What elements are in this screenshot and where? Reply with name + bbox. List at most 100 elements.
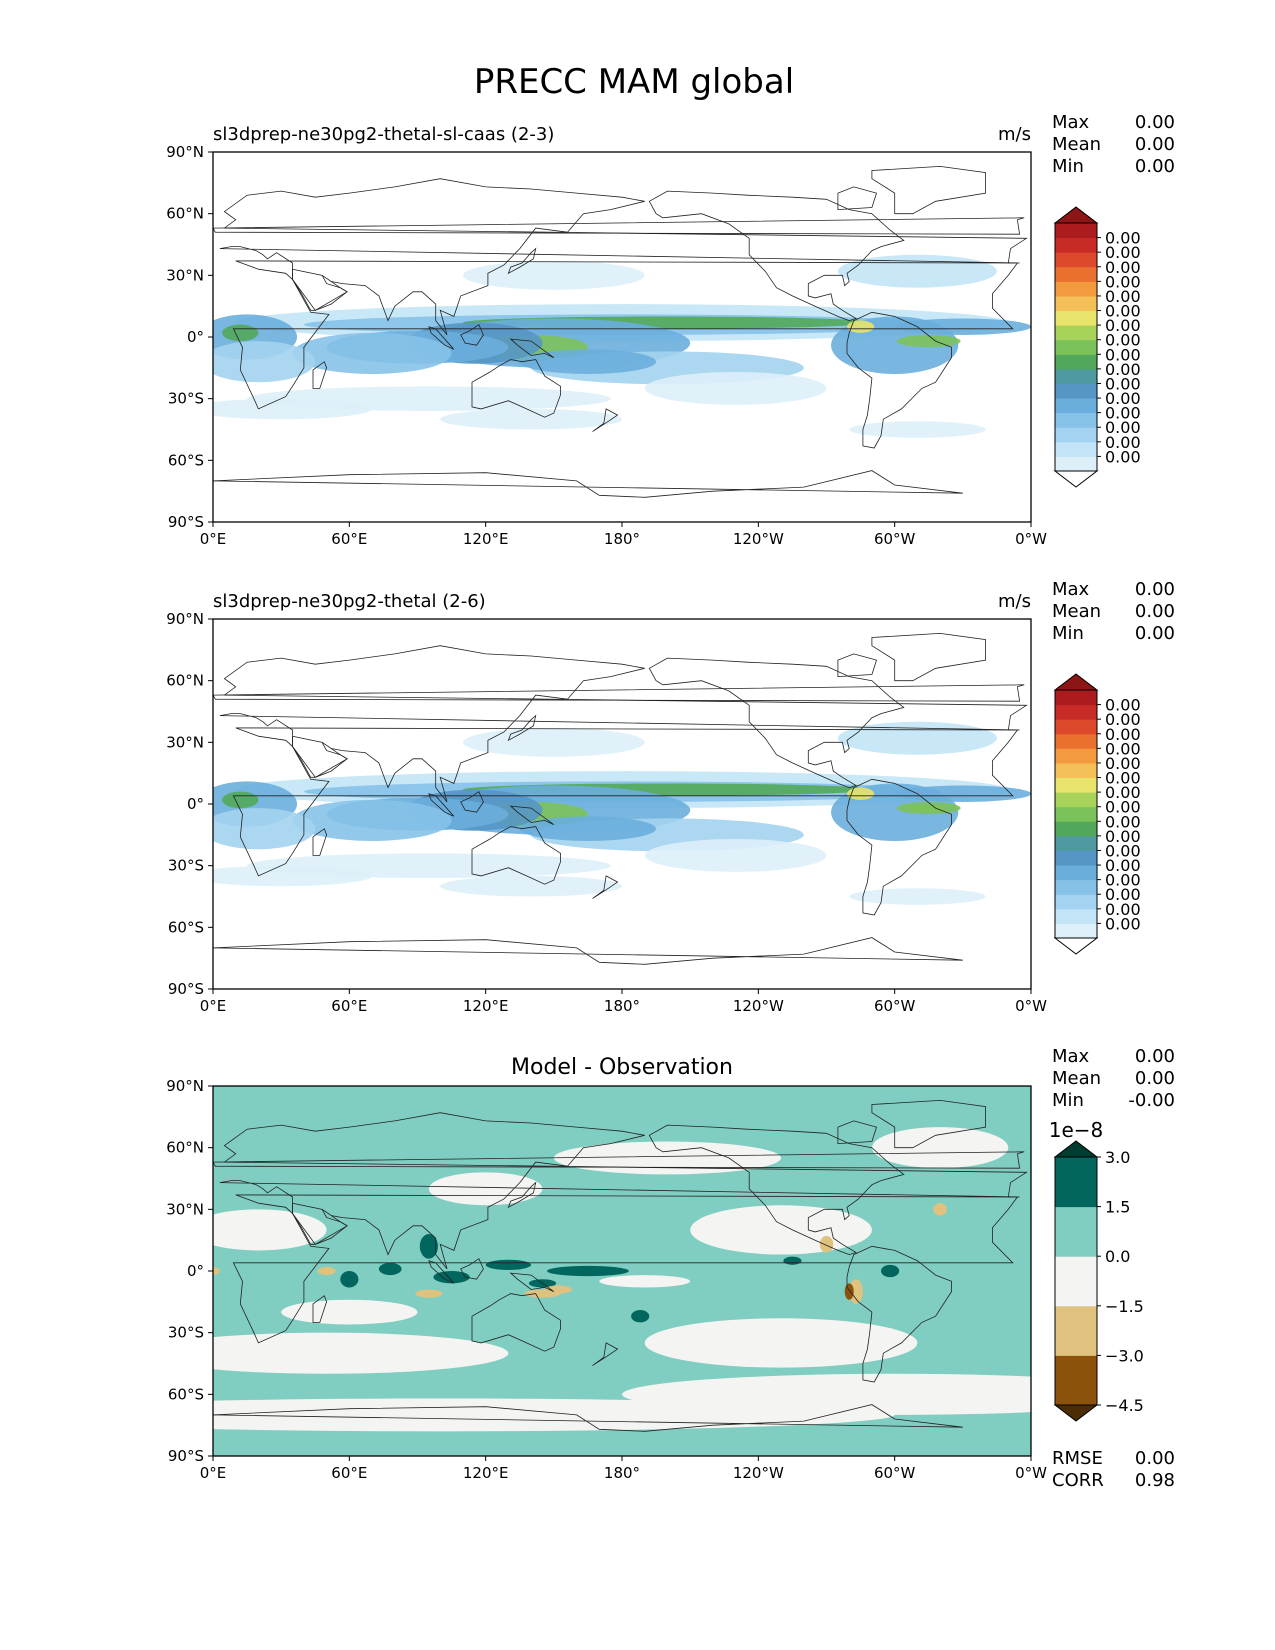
panel-1: 0°E 60°E 120°E 180° 120°W 60°W 0°W 90°N 60°N 30°N…	[166, 112, 1175, 548]
coastline	[292, 1202, 348, 1245]
diff-contour	[317, 1266, 336, 1276]
stat-label: Max	[1052, 112, 1090, 133]
units-label: m/s	[998, 124, 1031, 145]
colorbar-tick-label: 0.00	[1105, 360, 1141, 379]
diff-contour	[340, 1271, 359, 1288]
colorbar-segment	[1055, 354, 1097, 370]
bottom-stat-value: 0.98	[1135, 1470, 1175, 1491]
coastline	[213, 937, 963, 989]
colorbar-segment	[1055, 1157, 1097, 1208]
colorbar-offset-label: 1e−8	[1049, 1118, 1104, 1142]
colorbar-segment	[1055, 777, 1097, 793]
stat-value: 0.00	[1135, 156, 1175, 177]
precip-contour	[440, 875, 622, 897]
colorbar-segment	[1055, 748, 1097, 764]
colorbar-tick-label: 0.00	[1105, 841, 1141, 860]
colorbar-tick-label: −4.5	[1105, 1396, 1144, 1415]
precip-contour	[213, 808, 316, 850]
coastline	[219, 645, 1028, 803]
precip-contour	[213, 398, 373, 420]
x-tick-label: 0°W	[1015, 997, 1047, 1015]
colorbar-segment	[1055, 295, 1097, 312]
units-label: m/s	[998, 591, 1031, 612]
panels: 0°E 60°E 120°E 180° 120°W 60°W 0°W 90°N 60°N 30°N…	[166, 112, 1175, 1491]
colorbar-tick-label: 0.00	[1105, 739, 1141, 758]
y-tick-label: 30°N	[166, 1200, 204, 1218]
colorbar-segment	[1055, 762, 1097, 779]
colorbar-tick-label: 0.00	[1105, 243, 1141, 262]
x-tick-label: 60°E	[331, 997, 367, 1015]
precip-contour	[896, 334, 961, 348]
x-tick-label: 120°E	[463, 997, 509, 1015]
x-tick-label: 180°	[604, 530, 640, 548]
bottom-stat-value: 0.00	[1135, 1448, 1175, 1469]
coastline	[292, 735, 348, 778]
bottom-stat-label: RMSE	[1052, 1448, 1103, 1469]
colorbar-segment	[1055, 821, 1097, 837]
coastline	[846, 1245, 952, 1383]
coastline	[213, 684, 1025, 702]
colorbar-frame	[1054, 222, 1098, 472]
x-tick-label: 0°W	[1015, 530, 1047, 548]
precip-contour	[292, 332, 452, 375]
precip-contour	[519, 816, 657, 842]
y-tick-label: 90°N	[166, 610, 204, 628]
colorbar-tick-label: 0.00	[1105, 812, 1141, 831]
colorbar-tick-label: 0.00	[1105, 433, 1141, 452]
coastline	[509, 1272, 555, 1292]
precip-contour	[849, 888, 986, 905]
precip-contour	[849, 421, 986, 438]
colorbar-segment	[1055, 266, 1097, 282]
map-field	[213, 632, 1031, 989]
colorbar-segment	[1055, 427, 1097, 443]
x-tick-label: 60°W	[874, 1464, 916, 1482]
coastline	[471, 826, 561, 885]
panel-3: 0°E 60°E 120°E 180° 120°W 60°W 0°W 90°N 60°N 30°N…	[166, 1046, 1175, 1491]
colorbar-segment	[1055, 865, 1097, 881]
y-tick-label: 90°N	[166, 1077, 204, 1095]
colorbar-segment	[1055, 368, 1097, 384]
colorbar-tick-label: 0.00	[1105, 856, 1141, 875]
colorbar-tick-label: 0.00	[1105, 374, 1141, 393]
coastline	[428, 326, 455, 350]
colorbar-segment	[1055, 704, 1097, 720]
y-tick-label: 60°N	[166, 672, 204, 690]
y-tick-label: 90°S	[168, 1447, 204, 1465]
map-field	[213, 165, 1031, 522]
stat-value: -0.00	[1128, 1090, 1175, 1111]
panel-title: sl3dprep-ne30pg2-thetal (2-6)	[213, 591, 486, 612]
x-tick-label: 180°	[604, 1464, 640, 1482]
precip-contour	[213, 341, 316, 383]
colorbar-tick-label: 0.00	[1105, 783, 1141, 802]
diff-contour	[485, 1259, 532, 1270]
coastline	[846, 311, 952, 449]
stat-value: 0.00	[1135, 623, 1175, 644]
panel-title: Model - Observation	[511, 1055, 733, 1080]
diff-contour	[544, 1285, 573, 1294]
colorbar-tick-label: 0.00	[1105, 871, 1141, 890]
coastline	[232, 727, 1019, 877]
coastline	[460, 1258, 484, 1280]
colorbar-tick-label: 0.00	[1105, 447, 1141, 466]
y-tick-label: 30°S	[168, 390, 204, 408]
coastline	[507, 1181, 537, 1209]
coastline	[213, 1404, 963, 1456]
colorbar-tick-label: 0.00	[1105, 345, 1141, 364]
precip-contour	[644, 838, 827, 872]
y-tick-label: 30°S	[168, 1324, 204, 1342]
y-tick-label: 60°S	[168, 1385, 204, 1403]
colorbar-tick-label: 0.00	[1105, 798, 1141, 817]
x-tick-label: 120°E	[463, 530, 509, 548]
coastline	[312, 1295, 328, 1323]
colorbar-tick-label: 0.00	[1105, 258, 1141, 277]
colorbar-segment	[1055, 733, 1097, 749]
coastline	[648, 657, 905, 789]
diff-neutral-region	[553, 1141, 782, 1175]
stat-label: Min	[1052, 1090, 1084, 1111]
colorbar-segment	[1055, 456, 1097, 472]
coastline	[507, 247, 537, 275]
x-tick-label: 180°	[604, 997, 640, 1015]
diff-contour	[933, 1203, 947, 1216]
diff-neutral-region	[281, 1299, 418, 1325]
precip-contour	[292, 799, 452, 841]
